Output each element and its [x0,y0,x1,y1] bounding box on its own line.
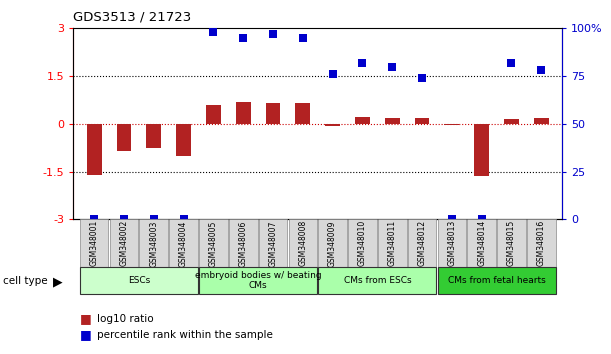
Text: ▶: ▶ [53,275,63,288]
Text: ■: ■ [79,328,91,341]
FancyBboxPatch shape [80,267,198,294]
Text: CMs from fetal hearts: CMs from fetal hearts [448,276,546,285]
Bar [504,119,519,124]
FancyBboxPatch shape [318,219,347,267]
FancyBboxPatch shape [348,219,377,267]
Bar [147,124,161,148]
FancyBboxPatch shape [497,219,525,267]
Bar [206,105,221,124]
Text: ■: ■ [79,312,91,325]
Text: GSM348011: GSM348011 [388,220,397,267]
FancyBboxPatch shape [437,219,466,267]
Text: GSM348002: GSM348002 [120,220,128,267]
Point [178,217,188,222]
Point [536,68,546,73]
Text: GSM348001: GSM348001 [90,220,99,267]
FancyBboxPatch shape [229,219,257,267]
FancyBboxPatch shape [527,219,555,267]
Text: GDS3513 / 21723: GDS3513 / 21723 [73,10,192,23]
FancyBboxPatch shape [467,219,496,267]
Bar [444,124,459,125]
Bar [117,124,131,151]
FancyBboxPatch shape [318,267,436,294]
Point [327,72,337,77]
Bar [534,118,549,124]
Bar [236,102,251,124]
Text: ESCs: ESCs [128,276,150,285]
Text: CMs from ESCs: CMs from ESCs [343,276,411,285]
Text: percentile rank within the sample: percentile rank within the sample [97,330,273,339]
Text: GSM348009: GSM348009 [328,220,337,267]
Text: GSM348015: GSM348015 [507,220,516,267]
FancyBboxPatch shape [169,219,198,267]
Text: GSM348003: GSM348003 [149,220,158,267]
FancyBboxPatch shape [199,219,228,267]
Bar [325,124,340,126]
Text: GSM348012: GSM348012 [417,220,426,267]
Point [477,217,486,222]
Point [268,31,278,37]
Bar [176,124,191,156]
FancyBboxPatch shape [110,219,138,267]
FancyBboxPatch shape [378,219,406,267]
Text: log10 ratio: log10 ratio [97,314,153,324]
Text: cell type: cell type [3,276,48,286]
Point [447,217,457,222]
FancyBboxPatch shape [139,219,168,267]
Point [208,29,218,35]
Point [357,60,367,65]
Point [298,35,308,41]
Text: GSM348008: GSM348008 [298,220,307,267]
Text: GSM348006: GSM348006 [239,220,247,267]
FancyBboxPatch shape [408,219,436,267]
Text: GSM348013: GSM348013 [447,220,456,267]
Bar [355,117,370,124]
Point [119,217,129,222]
Text: GSM348005: GSM348005 [209,220,218,267]
Bar [415,118,430,124]
Bar [474,124,489,176]
FancyBboxPatch shape [258,219,287,267]
FancyBboxPatch shape [288,219,317,267]
Text: GSM348007: GSM348007 [268,220,277,267]
Bar [385,118,400,124]
Text: GSM348014: GSM348014 [477,220,486,267]
Point [507,60,516,65]
Text: GSM348016: GSM348016 [536,220,546,267]
Point [89,217,99,222]
Point [417,75,427,81]
Text: GSM348004: GSM348004 [179,220,188,267]
Point [387,64,397,69]
FancyBboxPatch shape [437,267,555,294]
FancyBboxPatch shape [199,267,317,294]
Point [149,217,159,222]
Bar [266,103,280,124]
Point [238,35,248,41]
FancyBboxPatch shape [80,219,109,267]
Bar [295,103,310,124]
Text: GSM348010: GSM348010 [358,220,367,267]
Bar [87,124,101,175]
Text: embryoid bodies w/ beating
CMs: embryoid bodies w/ beating CMs [195,271,321,290]
